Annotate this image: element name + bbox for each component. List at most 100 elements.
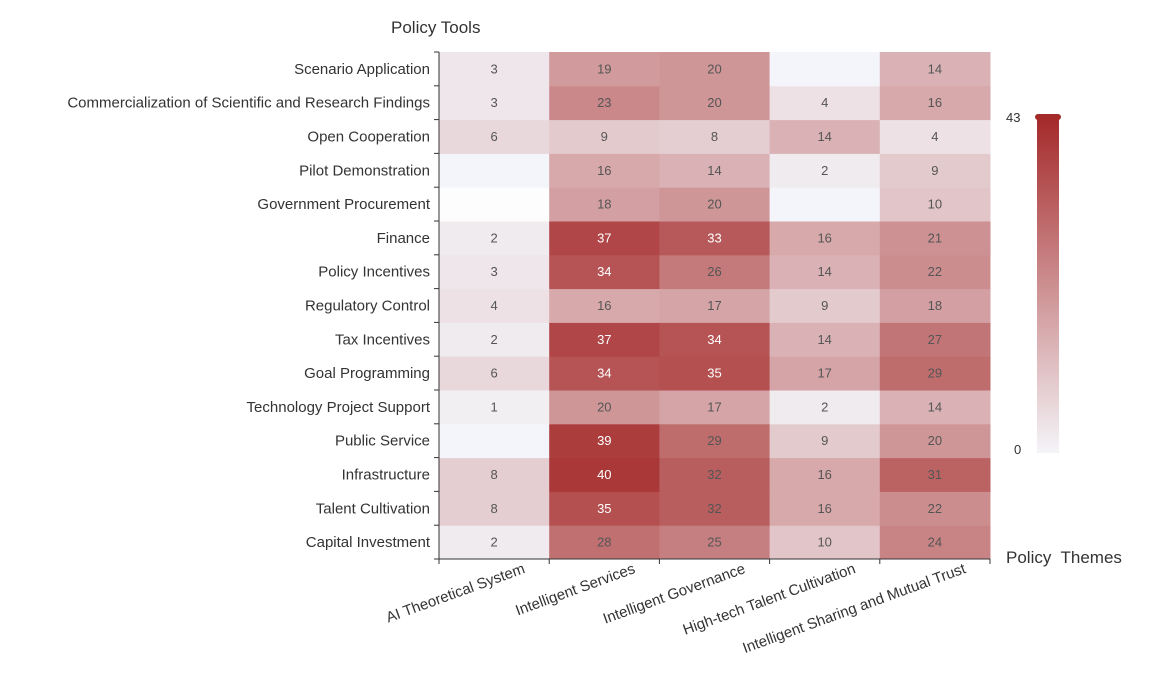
heatmap-cell[interactable]: [879, 153, 991, 188]
cell-value-label: 6: [490, 129, 497, 144]
heatmap-cell[interactable]: [549, 85, 660, 121]
heatmap-cell[interactable]: [769, 322, 881, 357]
heatmap-cell[interactable]: [769, 187, 881, 222]
cell-value-label: 20: [597, 399, 611, 414]
heatmap-cell[interactable]: [659, 322, 771, 357]
heatmap-cell[interactable]: [879, 356, 991, 391]
cell-value-label: 28: [597, 535, 611, 550]
heatmap-cell[interactable]: [769, 423, 881, 459]
heatmap-cell[interactable]: [659, 85, 771, 121]
heatmap-cell[interactable]: [439, 85, 550, 121]
heatmap-cell[interactable]: [769, 221, 881, 256]
cell-value-label: 20: [707, 61, 721, 76]
heatmap-cell[interactable]: [549, 119, 660, 154]
heatmap-cell[interactable]: [439, 153, 550, 188]
heatmap-cell[interactable]: [549, 525, 660, 560]
cell-value-label: 25: [707, 535, 721, 550]
heatmap-cell[interactable]: [439, 221, 550, 256]
heatmap-cell[interactable]: [439, 525, 550, 560]
heatmap-cell[interactable]: [549, 390, 660, 425]
heatmap-cell[interactable]: [549, 288, 660, 323]
heatmap-cell[interactable]: [659, 221, 771, 256]
cell-value-label: 4: [821, 95, 828, 110]
heatmap-cell[interactable]: [659, 288, 771, 323]
y-axis-title: Policy Tools: [391, 18, 480, 37]
heatmap-cell[interactable]: [769, 85, 881, 121]
y-tick-label: Government Procurement: [257, 196, 430, 213]
heatmap-cell[interactable]: [659, 356, 771, 391]
heatmap-cell[interactable]: [549, 153, 660, 188]
cell-value-label: 22: [928, 264, 942, 279]
heatmap-cell[interactable]: [659, 457, 771, 492]
visual-map-bar[interactable]: [1037, 118, 1059, 453]
heatmap-cell[interactable]: [549, 187, 660, 222]
heatmap-cell[interactable]: [549, 491, 660, 526]
heatmap-cell[interactable]: [439, 119, 550, 154]
cell-value-label: 27: [928, 332, 942, 347]
heatmap-cell[interactable]: [879, 119, 991, 154]
heatmap-cell[interactable]: [769, 52, 881, 87]
heatmap-cell[interactable]: [439, 254, 550, 290]
heatmap-cell[interactable]: [549, 254, 660, 290]
cell-value-label: 40: [597, 467, 611, 482]
heatmap-cell[interactable]: [769, 457, 881, 492]
heatmap-cell[interactable]: [769, 254, 881, 290]
heatmap-cell[interactable]: [439, 491, 550, 526]
heatmap-cell[interactable]: [879, 390, 991, 425]
heatmap-cell[interactable]: [439, 322, 550, 357]
heatmap-cell[interactable]: [879, 491, 991, 526]
cell-value-label: 6: [490, 366, 497, 381]
cell-value-label: 2: [490, 332, 497, 347]
heatmap-cell[interactable]: [659, 119, 771, 154]
heatmap-cell[interactable]: [659, 187, 771, 222]
heatmap-cell[interactable]: [659, 491, 771, 526]
heatmap-cell[interactable]: [659, 390, 771, 425]
visual-map-max-handle[interactable]: [1035, 114, 1061, 120]
heatmap-cell[interactable]: [769, 491, 881, 526]
heatmap-cell[interactable]: [439, 288, 550, 323]
heatmap-cell[interactable]: [879, 85, 991, 121]
cell-value-label: 14: [928, 399, 942, 414]
heatmap-cell[interactable]: [439, 52, 550, 87]
heatmap-cell[interactable]: [549, 221, 660, 256]
heatmap-cell[interactable]: [549, 457, 660, 492]
heatmap-cell[interactable]: [549, 356, 660, 391]
heatmap-cell[interactable]: [439, 390, 550, 425]
heatmap-cell[interactable]: [439, 457, 550, 492]
heatmap-cell[interactable]: [879, 322, 991, 357]
heatmap-cell[interactable]: [769, 356, 881, 391]
heatmap-cell[interactable]: [439, 423, 550, 459]
cell-value-label: 20: [707, 197, 721, 212]
heatmap-cell[interactable]: [879, 423, 991, 459]
heatmap-cell[interactable]: [549, 322, 660, 357]
heatmap-cell[interactable]: [769, 288, 881, 323]
heatmap-cell[interactable]: [659, 525, 771, 560]
heatmap-cell[interactable]: [659, 254, 771, 290]
cell-value-label: 14: [707, 163, 721, 178]
y-tick-label: Tax Incentives: [335, 331, 430, 348]
y-tick-label: Infrastructure: [342, 467, 430, 484]
y-tick-label: Public Service: [335, 433, 430, 450]
heatmap-cell[interactable]: [879, 52, 991, 87]
heatmap-cell[interactable]: [439, 187, 550, 222]
heatmap-cell[interactable]: [879, 288, 991, 323]
heatmap-cell[interactable]: [879, 457, 991, 492]
heatmap-cell[interactable]: [549, 52, 660, 87]
heatmap-cell[interactable]: [769, 153, 881, 188]
heatmap-cell[interactable]: [659, 423, 771, 459]
cell-value-label: 16: [597, 163, 611, 178]
heatmap-cell[interactable]: [439, 356, 550, 391]
heatmap-cell[interactable]: [769, 119, 881, 154]
heatmap-cell[interactable]: [659, 153, 771, 188]
heatmap-cell[interactable]: [769, 390, 881, 425]
heatmap-cell[interactable]: [879, 525, 991, 560]
heatmap-cell[interactable]: [879, 254, 991, 290]
heatmap-cell[interactable]: [659, 52, 771, 87]
heatmap-cell[interactable]: [769, 525, 881, 560]
cell-value-label: 23: [597, 95, 611, 110]
heatmap-cell[interactable]: [879, 221, 991, 256]
heatmap-cell[interactable]: [879, 187, 991, 222]
heatmap-cell[interactable]: [549, 423, 660, 459]
cell-value-label: 20: [928, 433, 942, 448]
